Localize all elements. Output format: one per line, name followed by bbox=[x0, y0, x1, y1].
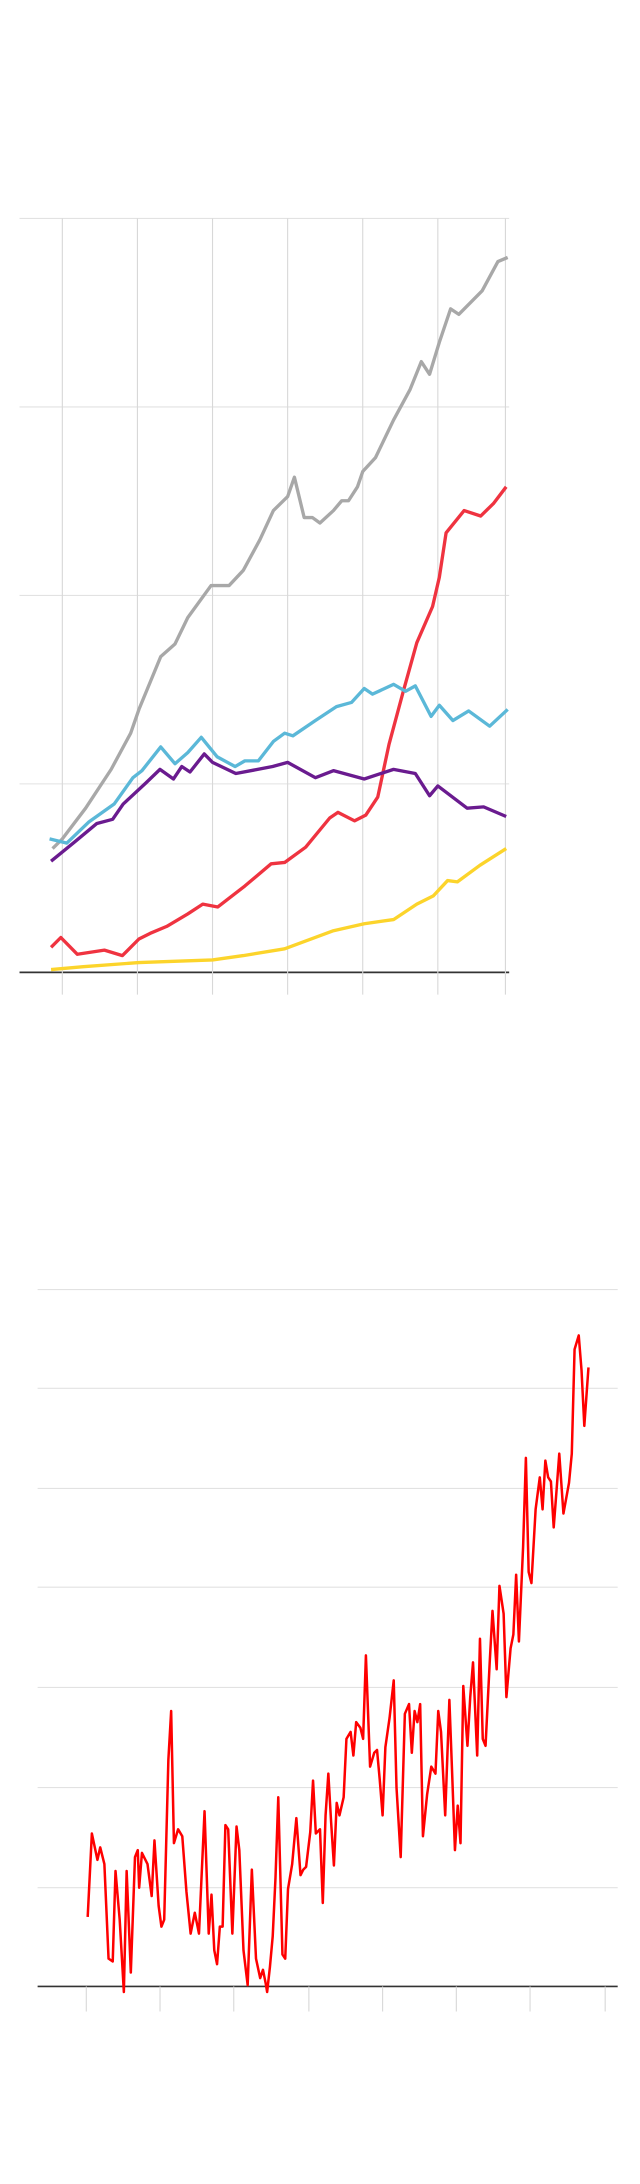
series-line bbox=[50, 752, 507, 863]
series-line bbox=[50, 847, 508, 972]
series-line bbox=[51, 255, 509, 850]
series-line bbox=[86, 1334, 590, 1994]
series-line bbox=[49, 485, 508, 958]
series-line bbox=[49, 682, 509, 845]
